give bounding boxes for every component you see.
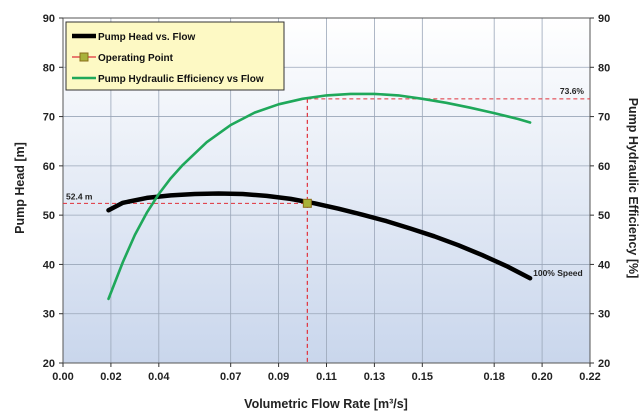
y-tick-label-right: 80 [598, 62, 610, 74]
legend-label-head: Pump Head vs. Flow [98, 32, 195, 43]
y-tick-label-right: 70 [598, 112, 610, 124]
legend-box [65, 21, 285, 91]
legend-swatch-operating-point [79, 52, 89, 62]
x-axis-title: Volumetric Flow Rate [m³/s] [244, 397, 408, 411]
y-tick-label-right: 50 [598, 210, 610, 222]
x-tick-label: 0.07 [220, 371, 241, 383]
y-tick-label-left: 40 [43, 259, 55, 271]
y-tick-label-right: 30 [598, 309, 610, 321]
head-curve-line [106, 191, 533, 281]
x-tick-label: 0.13 [364, 371, 385, 383]
y-tick-label-left: 90 [43, 13, 55, 25]
x-tick-label: 0.18 [483, 371, 504, 383]
y-tick-label-left: 70 [43, 112, 55, 124]
y-tick-label-left: 50 [43, 210, 55, 222]
x-tick-label: 0.00 [52, 371, 73, 383]
y-axis-title-left: Pump Head [m] [13, 142, 27, 234]
x-tick-label: 0.09 [268, 371, 289, 383]
y-tick-label-left: 60 [43, 161, 55, 173]
x-tick-label: 0.22 [579, 371, 600, 383]
y-tick-label-left: 20 [43, 358, 55, 370]
y-tick-label-right: 20 [598, 358, 610, 370]
y-tick-label-left: 30 [43, 309, 55, 321]
efficiency-value-annotation: 73.6% [560, 86, 585, 96]
y-tick-label-right: 40 [598, 259, 610, 271]
x-tick-label: 0.11 [316, 371, 337, 383]
y-tick-label-right: 90 [598, 13, 610, 25]
x-tick-label: 0.04 [148, 371, 170, 383]
y-tick-label-left: 80 [43, 62, 55, 74]
x-tick-label: 0.15 [412, 371, 433, 383]
x-tick-label: 0.02 [100, 371, 121, 383]
efficiency-curve-line [107, 92, 532, 301]
x-tick-label: 0.20 [531, 371, 552, 383]
head-value-annotation: 52.4 m [66, 191, 93, 201]
speed-annotation: 100% Speed [533, 268, 583, 278]
y-tick-label-right: 60 [598, 161, 610, 173]
y-axis-title-right: Pump Hydraulic Efficiency [%] [626, 98, 640, 279]
legend-label-operating-point: Operating Point [98, 53, 174, 64]
operating-point-marker [302, 198, 312, 208]
legend-label-efficiency: Pump Hydraulic Efficiency vs Flow [98, 74, 264, 85]
